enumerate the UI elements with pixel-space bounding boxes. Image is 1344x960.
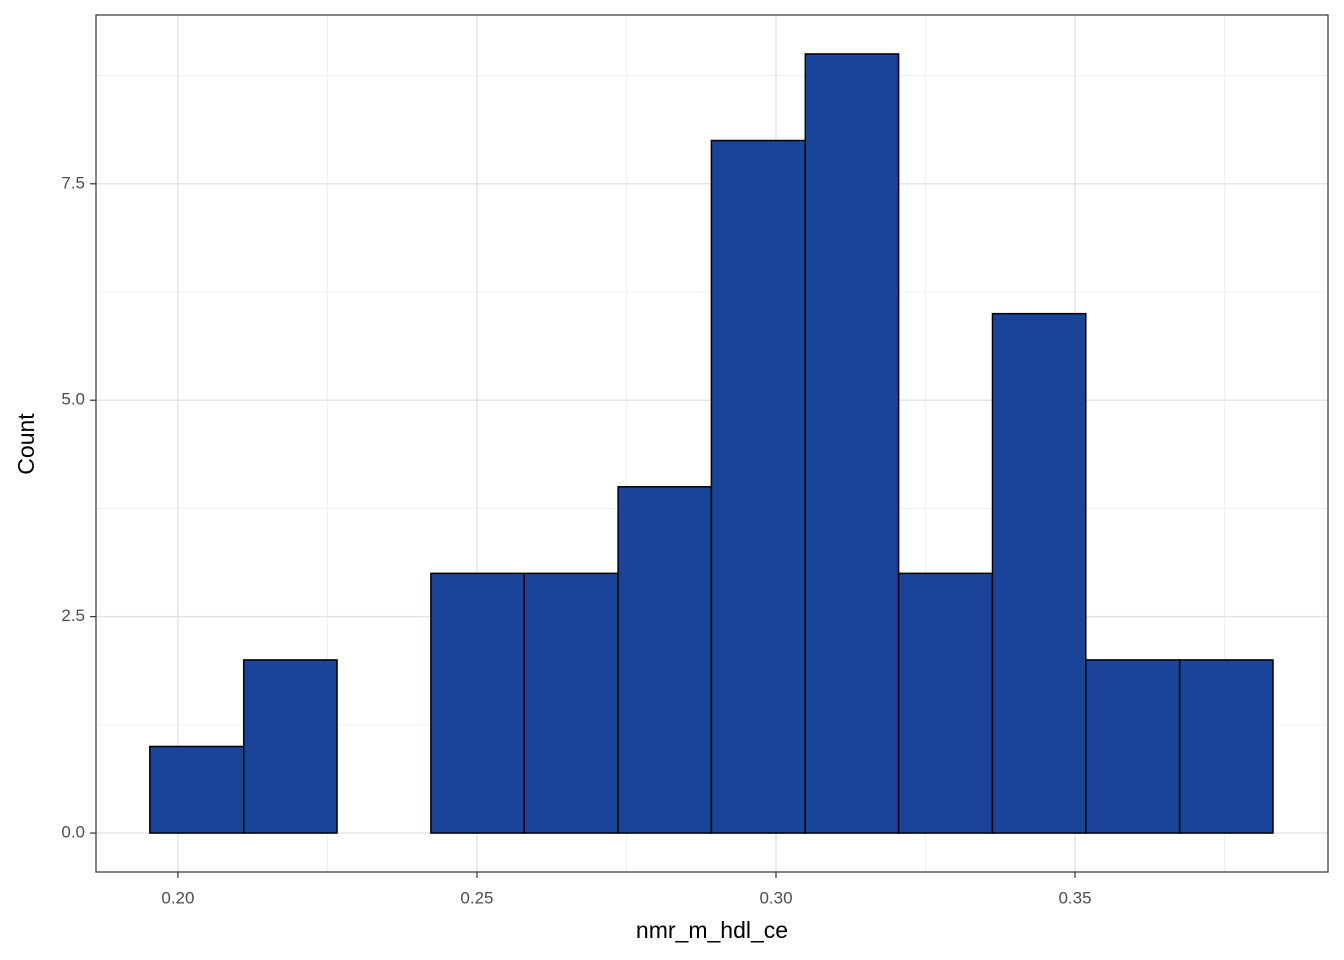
x-axis-title: nmr_m_hdl_ce	[636, 917, 788, 943]
plot-border	[95, 14, 1329, 873]
y-tick-label: 7.5	[61, 173, 85, 192]
bar	[710, 139, 807, 834]
y-tick-label: 5.0	[61, 390, 85, 409]
x-tick-label: 0.20	[161, 888, 194, 907]
bar	[991, 312, 1087, 834]
bar	[523, 572, 619, 834]
x-tick-label: 0.30	[759, 888, 792, 907]
x-tick-label: 0.35	[1058, 888, 1091, 907]
bar	[1085, 659, 1181, 834]
bar	[149, 745, 245, 834]
y-tick-label: 0.0	[61, 823, 85, 842]
bar	[804, 53, 900, 834]
bar	[242, 659, 338, 834]
bar	[897, 572, 994, 834]
x-tick-label: 0.25	[460, 888, 493, 907]
bar	[1178, 659, 1274, 834]
bar	[430, 572, 525, 834]
y-tick-label: 2.5	[61, 606, 85, 625]
bar	[617, 486, 713, 834]
y-axis-title: Count	[13, 413, 39, 475]
